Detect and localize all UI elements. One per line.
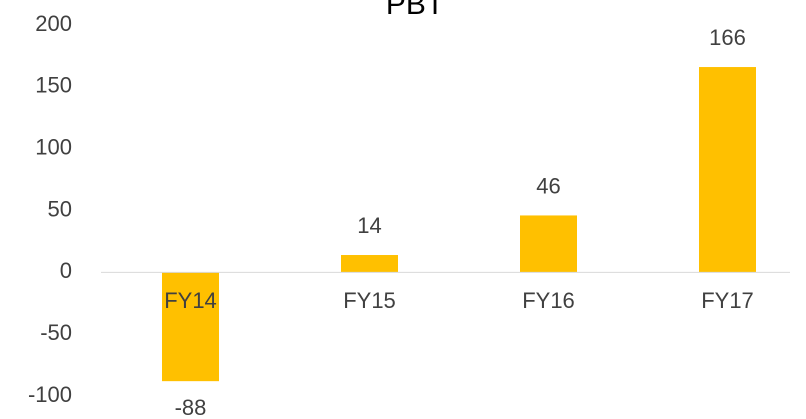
x-tick-label: FY15: [343, 288, 396, 313]
chart-title: PBT: [386, 0, 444, 21]
bar: [341, 255, 398, 273]
y-tick-label: 150: [35, 73, 72, 98]
data-label: 166: [709, 25, 746, 50]
y-tick-label: 200: [35, 11, 72, 36]
data-label: 46: [536, 173, 560, 198]
y-tick-label: 0: [60, 258, 72, 283]
x-tick-label: FY16: [522, 288, 575, 313]
y-tick-label: 100: [35, 134, 72, 159]
bar: [520, 215, 577, 273]
bar: [162, 272, 219, 382]
data-label: 14: [357, 213, 381, 238]
x-tick-label: FY14: [164, 288, 217, 313]
data-label: -88: [175, 395, 207, 419]
bar: [699, 67, 756, 273]
y-tick-label: -50: [40, 320, 72, 345]
x-tick-label: FY17: [701, 288, 754, 313]
y-tick-label: -100: [28, 382, 72, 407]
y-tick-label: 50: [48, 196, 72, 221]
